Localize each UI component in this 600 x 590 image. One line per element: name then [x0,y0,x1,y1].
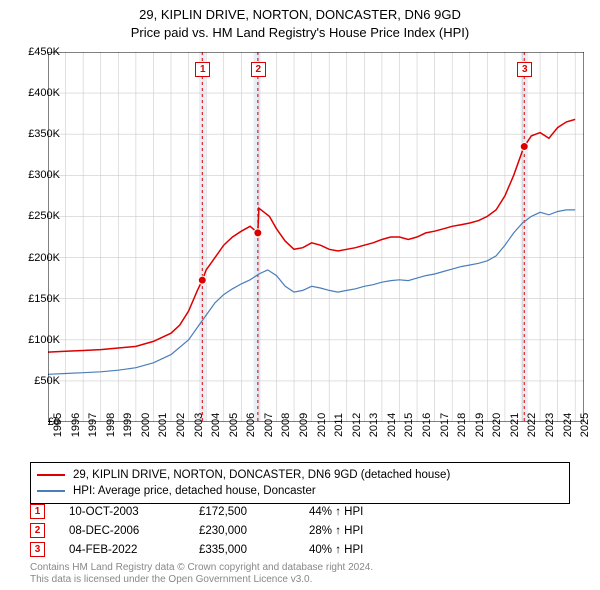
x-tick-label: 2024 [562,413,574,437]
sale-marker-icon: 3 [30,542,45,557]
chart-container: 29, KIPLIN DRIVE, NORTON, DONCASTER, DN6… [0,0,600,590]
attribution-line-1: Contains HM Land Registry data © Crown c… [30,562,373,574]
x-tick-label: 2012 [351,413,363,437]
y-tick-label: £300K [28,169,60,181]
x-tick-label: 2000 [140,413,152,437]
sale-marker-icon: 2 [30,523,45,538]
x-tick-label: 2009 [298,413,310,437]
x-tick-label: 2017 [439,413,451,437]
x-tick-label: 2013 [368,413,380,437]
legend-label-property: 29, KIPLIN DRIVE, NORTON, DONCASTER, DN6… [73,469,450,481]
sale-date: 10-OCT-2003 [69,506,199,518]
x-tick-label: 2019 [474,413,486,437]
legend-row: 29, KIPLIN DRIVE, NORTON, DONCASTER, DN6… [37,467,563,483]
sale-marker-label: 3 [517,62,532,77]
x-tick-label: 2005 [228,413,240,437]
x-tick-label: 2004 [210,413,222,437]
title-line-1: 29, KIPLIN DRIVE, NORTON, DONCASTER, DN6… [0,6,600,24]
x-tick-label: 1999 [122,413,134,437]
x-tick-label: 2020 [491,413,503,437]
x-tick-label: 2010 [316,413,328,437]
sale-price: £172,500 [199,506,309,518]
sales-row: 2 08-DEC-2006 £230,000 28% ↑ HPI [30,521,429,540]
y-tick-label: £350K [28,128,60,140]
x-tick-label: 1998 [105,413,117,437]
sale-delta: 44% ↑ HPI [309,506,429,518]
x-tick-label: 2014 [386,413,398,437]
x-tick-label: 1996 [70,413,82,437]
x-tick-label: 2021 [509,413,521,437]
x-tick-label: 1995 [52,413,64,437]
y-tick-label: £100K [28,334,60,346]
sale-delta: 40% ↑ HPI [309,544,429,556]
x-tick-label: 2011 [333,413,345,437]
x-tick-label: 2001 [157,413,169,437]
sale-delta: 28% ↑ HPI [309,525,429,537]
x-tick-label: 2006 [245,413,257,437]
legend-swatch-hpi [37,490,65,492]
attribution-text: Contains HM Land Registry data © Crown c… [30,562,373,586]
sale-marker-icon: 1 [30,504,45,519]
x-tick-label: 1997 [87,413,99,437]
y-tick-label: £450K [28,46,60,58]
attribution-line-2: This data is licensed under the Open Gov… [30,574,373,586]
sale-date: 08-DEC-2006 [69,525,199,537]
x-tick-label: 2003 [193,413,205,437]
x-tick-label: 2002 [175,413,187,437]
x-tick-label: 2015 [403,413,415,437]
x-tick-label: 2016 [421,413,433,437]
x-tick-label: 2007 [263,413,275,437]
sale-price: £335,000 [199,544,309,556]
y-tick-label: £150K [28,293,60,305]
x-tick-label: 2022 [526,413,538,437]
x-tick-label: 2008 [280,413,292,437]
y-tick-label: £50K [34,375,60,387]
legend-row: HPI: Average price, detached house, Donc… [37,483,563,499]
x-tick-label: 2018 [456,413,468,437]
y-tick-label: £400K [28,87,60,99]
y-tick-label: £250K [28,210,60,222]
legend-box: 29, KIPLIN DRIVE, NORTON, DONCASTER, DN6… [30,462,570,504]
x-tick-label: 2025 [579,413,591,437]
legend-swatch-property [37,474,65,476]
sale-marker-label: 2 [251,62,266,77]
sale-date: 04-FEB-2022 [69,544,199,556]
chart-title-block: 29, KIPLIN DRIVE, NORTON, DONCASTER, DN6… [0,0,600,42]
x-tick-label: 2023 [544,413,556,437]
sales-table: 1 10-OCT-2003 £172,500 44% ↑ HPI 2 08-DE… [30,502,429,559]
chart-svg [48,52,584,422]
title-line-2: Price paid vs. HM Land Registry's House … [0,24,600,42]
sale-price: £230,000 [199,525,309,537]
sales-row: 1 10-OCT-2003 £172,500 44% ↑ HPI [30,502,429,521]
y-tick-label: £200K [28,252,60,264]
chart-plot-area [48,52,584,422]
sale-marker-label: 1 [195,62,210,77]
legend-label-hpi: HPI: Average price, detached house, Donc… [73,485,316,497]
sales-row: 3 04-FEB-2022 £335,000 40% ↑ HPI [30,540,429,559]
